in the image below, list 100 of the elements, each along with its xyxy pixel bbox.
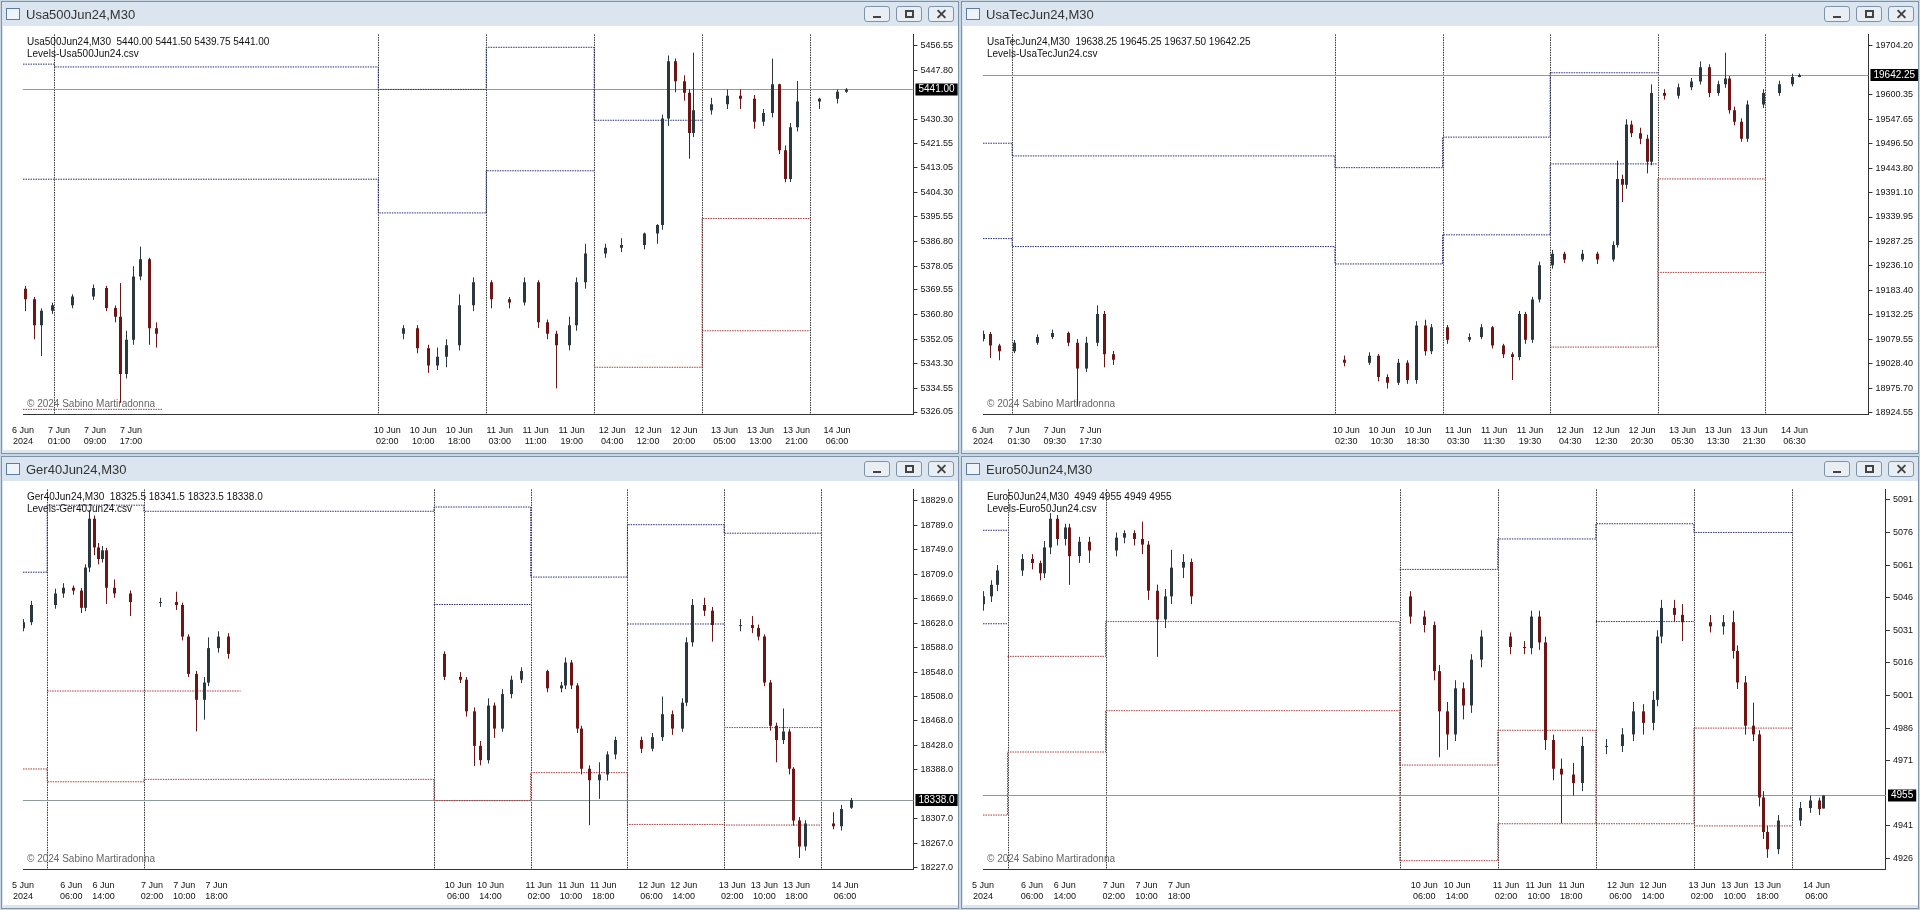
x-tick-label: 11 Jun 02:00 <box>525 880 552 902</box>
y-tick-label: 5447.80 <box>920 64 954 75</box>
y-tick-label: 18669.0 <box>920 592 954 603</box>
x-tick-label: 13 Jun 18:00 <box>783 880 811 902</box>
y-tick-label: 5413.05 <box>920 162 954 173</box>
x-tick-label: 7 Jun 09:30 <box>1043 425 1066 447</box>
y-tick-label: 18428.0 <box>920 739 954 750</box>
y-tick-label: 5430.30 <box>920 113 954 124</box>
chart-title: Ger40Jun24,M30 <box>26 461 128 477</box>
y-tick-label: 5456.55 <box>920 40 954 51</box>
annotation: Levels-Usa500Jun24.csv <box>27 48 139 60</box>
x-tick-label: 10 Jun 06:00 <box>1410 880 1438 902</box>
y-tick-label: 18548.0 <box>920 666 954 677</box>
annotation: UsaTecJun24,M30 19638.25 19645.25 19637.50 19642.25 <box>987 36 1251 48</box>
x-tick-label: 6 Jun 2024 <box>971 425 995 447</box>
y-tick-label: 19339.95 <box>1875 211 1914 222</box>
x-tick-label: 13 Jun 13:30 <box>1704 425 1732 447</box>
x-tick-label: 13 Jun 10:00 <box>1721 880 1749 902</box>
annotation: © 2024 Sabino Martiradonna <box>987 853 1116 865</box>
x-tick-label: 13 Jun 05:00 <box>711 425 739 447</box>
y-tick-label: 18975.70 <box>1875 382 1914 393</box>
x-tick-label: 11 Jun 11:30 <box>1480 425 1508 447</box>
x-tick-label: 7 Jun 01:00 <box>47 425 71 447</box>
y-tick-label: 18709.0 <box>920 568 954 579</box>
x-tick-label: 12 Jun 12:30 <box>1592 425 1620 447</box>
y-tick-label: 18829.0 <box>920 495 954 506</box>
x-tick-label: 7 Jun 17:30 <box>1079 425 1102 447</box>
y-tick-label: 5091 <box>1892 494 1914 505</box>
y-tick-label: 5421.55 <box>920 138 954 149</box>
x-tick-label: 14 Jun 06:00 <box>831 880 859 902</box>
ref-line-label: 4955 <box>1890 789 1914 801</box>
x-tick-label: 6 Jun 2024 <box>11 425 35 447</box>
x-tick-label: 7 Jun 09:00 <box>83 425 107 447</box>
x-tick-label: 12 Jun 06:00 <box>1606 880 1634 902</box>
x-tick-label: 11 Jun 10:00 <box>557 880 585 902</box>
y-tick-label: 5031 <box>1892 624 1914 635</box>
y-tick-label: 18267.0 <box>920 837 954 848</box>
x-tick-label: 11 Jun 03:00 <box>486 425 513 447</box>
x-tick-label: 10 Jun 02:30 <box>1332 425 1360 447</box>
y-tick-label: 5369.55 <box>920 284 954 295</box>
y-tick-label: 18307.0 <box>920 813 954 824</box>
x-tick-label: 12 Jun 04:30 <box>1556 425 1584 447</box>
x-tick-label: 14 Jun 06:00 <box>823 425 851 447</box>
y-tick-label: 19183.40 <box>1875 285 1914 296</box>
chart-title: Euro50Jun24,M30 <box>986 461 1094 477</box>
y-tick-label: 19287.25 <box>1875 236 1914 247</box>
y-tick-label: 4941 <box>1892 820 1914 831</box>
annotation: © 2024 Sabino Martiradonna <box>27 853 156 865</box>
y-tick-label: 19028.40 <box>1875 357 1914 368</box>
x-tick-label: 10 Jun 18:30 <box>1404 425 1432 447</box>
y-tick-label: 5360.80 <box>920 308 954 319</box>
x-tick-label: 10 Jun 02:00 <box>373 425 401 447</box>
chart-title: UsaTecJun24,M30 <box>986 6 1095 22</box>
y-tick-label: 5326.05 <box>920 406 954 417</box>
y-tick-label: 5001 <box>1892 689 1914 700</box>
ref-line-label: 19642.25 <box>1873 68 1916 80</box>
x-tick-label: 5 Jun 2024 <box>11 880 35 902</box>
y-tick-label: 18628.0 <box>920 617 954 628</box>
annotation: Levels-Euro50Jun24.csv <box>987 503 1097 515</box>
x-tick-label: 6 Jun 06:00 <box>1020 880 1044 902</box>
x-tick-label: 13 Jun 21:00 <box>783 425 811 447</box>
y-tick-label: 5076 <box>1892 526 1914 537</box>
y-tick-label: 5386.80 <box>920 236 954 246</box>
x-tick-label: 6 Jun 14:00 <box>1053 880 1076 902</box>
y-tick-label: 19443.80 <box>1875 162 1914 173</box>
x-tick-label: 7 Jun 10:00 <box>172 880 196 902</box>
x-tick-label: 7 Jun 18:00 <box>1167 880 1191 902</box>
x-tick-label: 11 Jun 19:30 <box>1516 425 1544 447</box>
x-tick-label: 11 Jun 11:00 <box>522 425 549 447</box>
x-tick-label: 7 Jun 10:00 <box>1135 880 1158 902</box>
y-tick-label: 5334.55 <box>920 382 954 393</box>
x-tick-label: 12 Jun 04:00 <box>598 425 626 447</box>
x-tick-label: 7 Jun 17:00 <box>119 425 143 447</box>
x-tick-label: 10 Jun 14:00 <box>1443 880 1471 902</box>
x-tick-label: 10 Jun 10:30 <box>1368 425 1396 447</box>
ref-line-label: 18338.0 <box>918 793 956 805</box>
x-tick-label: 14 Jun 06:30 <box>1780 425 1808 447</box>
y-tick-label: 5016 <box>1892 657 1914 668</box>
y-tick-label: 5378.05 <box>920 260 954 271</box>
y-tick-label: 18789.0 <box>920 519 954 530</box>
y-tick-label: 19547.65 <box>1875 113 1914 124</box>
x-tick-label: 13 Jun 10:00 <box>750 880 778 902</box>
y-tick-label: 19704.20 <box>1875 40 1914 51</box>
x-tick-label: 11 Jun 02:00 <box>1492 880 1520 902</box>
x-tick-label: 12 Jun 14:00 <box>1639 880 1667 902</box>
annotation: © 2024 Sabino Martiradonna <box>987 398 1116 410</box>
x-tick-label: 12 Jun 20:00 <box>670 425 698 447</box>
annotation: Usa500Jun24,M30 5440.00 5441.50 5439.75 5441.00 <box>27 36 270 48</box>
x-tick-label: 10 Jun 14:00 <box>476 880 504 902</box>
x-tick-label: 11 Jun 10:00 <box>1525 880 1552 902</box>
x-tick-label: 7 Jun 18:00 <box>205 880 228 902</box>
x-tick-label: 6 Jun 14:00 <box>92 880 115 902</box>
y-tick-label: 5395.55 <box>920 211 954 222</box>
annotation: Levels-UsaTecJun24.csv <box>987 48 1098 60</box>
x-tick-label: 12 Jun 20:30 <box>1628 425 1656 447</box>
x-tick-label: 6 Jun 06:00 <box>60 880 83 902</box>
x-tick-label: 10 Jun 10:00 <box>409 425 437 447</box>
y-tick-label: 19236.10 <box>1875 260 1914 271</box>
y-tick-label: 5343.30 <box>920 358 954 369</box>
x-tick-label: 11 Jun 18:00 <box>1558 880 1585 902</box>
